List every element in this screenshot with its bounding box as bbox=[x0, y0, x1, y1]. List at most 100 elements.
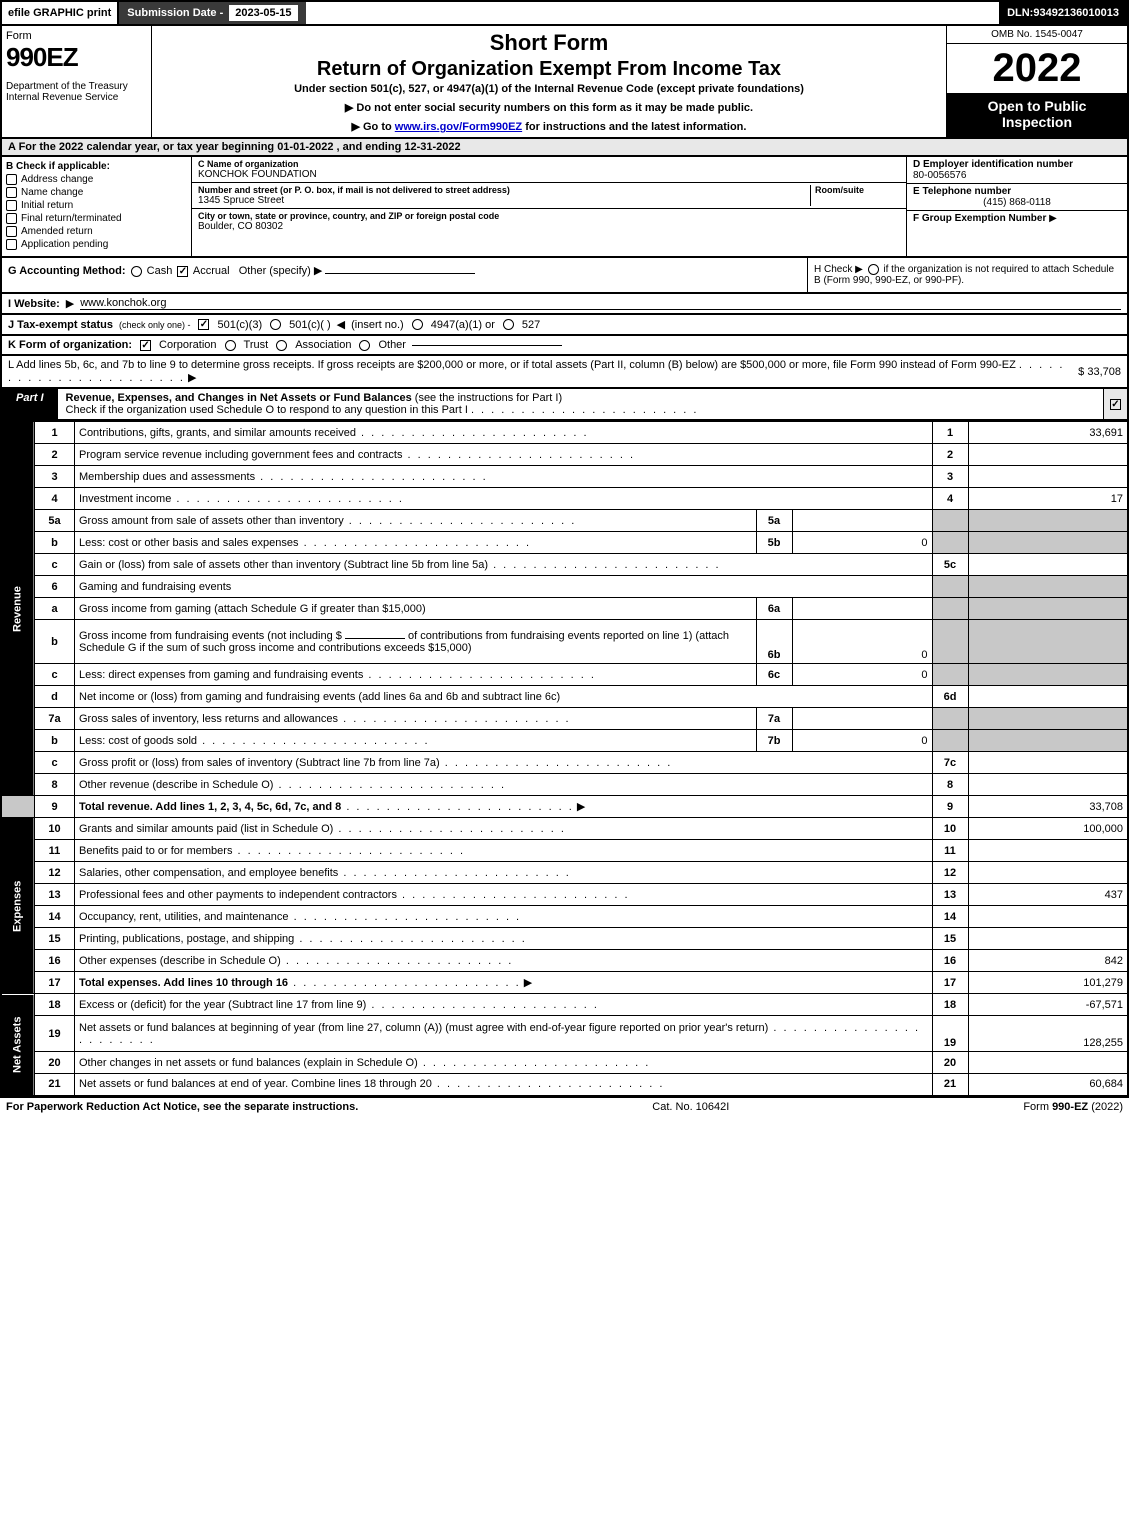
line-code: 20 bbox=[932, 1052, 968, 1074]
sub-code: 7a bbox=[756, 708, 792, 730]
line-num: 14 bbox=[35, 906, 75, 928]
line-desc: Contributions, gifts, grants, and simila… bbox=[75, 422, 933, 444]
dots-icon bbox=[471, 404, 699, 416]
grey-cell bbox=[968, 730, 1128, 752]
line-num: b bbox=[35, 730, 75, 752]
line-code: 4 bbox=[932, 488, 968, 510]
line-num: c bbox=[35, 664, 75, 686]
org-name-value: KONCHOK FOUNDATION bbox=[198, 169, 900, 180]
checkbox-accrual[interactable] bbox=[177, 266, 188, 277]
line-num: 9 bbox=[35, 796, 75, 818]
phone-label: E Telephone number bbox=[913, 186, 1121, 197]
dln-value: 93492136010013 bbox=[1033, 7, 1119, 19]
line-amount: 33,708 bbox=[968, 796, 1128, 818]
line-desc: Gross profit or (loss) from sales of inv… bbox=[75, 752, 933, 774]
radio-trust[interactable] bbox=[225, 340, 236, 351]
grey-cell bbox=[968, 510, 1128, 532]
line-5b: b Less: cost or other basis and sales ex… bbox=[1, 532, 1128, 554]
line-desc: Other expenses (describe in Schedule O) bbox=[75, 950, 933, 972]
line-desc: Excess or (deficit) for the year (Subtra… bbox=[75, 994, 933, 1016]
line-desc: Benefits paid to or for members bbox=[75, 840, 933, 862]
line-code: 1 bbox=[932, 422, 968, 444]
other-specify-field[interactable] bbox=[325, 273, 475, 274]
check-label: Initial return bbox=[21, 200, 73, 211]
irs-link[interactable]: www.irs.gov/Form990EZ bbox=[395, 121, 522, 133]
other-org-field[interactable] bbox=[412, 345, 562, 346]
sub-code: 6b bbox=[756, 620, 792, 664]
line-num: 11 bbox=[35, 840, 75, 862]
line-15: 15 Printing, publications, postage, and … bbox=[1, 928, 1128, 950]
line-desc: Grants and similar amounts paid (list in… bbox=[75, 818, 933, 840]
efile-label[interactable]: efile GRAPHIC print bbox=[2, 2, 119, 24]
department-label: Department of the Treasury Internal Reve… bbox=[6, 81, 147, 103]
org-name-cell: C Name of organization KONCHOK FOUNDATIO… bbox=[192, 157, 906, 183]
line-num: 1 bbox=[35, 422, 75, 444]
checkbox-501c3[interactable] bbox=[198, 319, 209, 330]
sub-code: 6c bbox=[756, 664, 792, 686]
radio-other[interactable] bbox=[359, 340, 370, 351]
info-block: B Check if applicable: Address change Na… bbox=[0, 157, 1129, 258]
check-address-change[interactable]: Address change bbox=[6, 174, 187, 185]
contrib-amount-field[interactable] bbox=[345, 638, 405, 639]
check-application-pending[interactable]: Application pending bbox=[6, 239, 187, 250]
line-10: Expenses 10 Grants and similar amounts p… bbox=[1, 818, 1128, 840]
part-i-lines-table: Revenue 1 Contributions, gifts, grants, … bbox=[0, 421, 1129, 1097]
group-label: F Group Exemption Number bbox=[913, 213, 1046, 224]
corp-label: Corporation bbox=[159, 339, 216, 351]
part-i-header: Part I Revenue, Expenses, and Changes in… bbox=[0, 389, 1129, 421]
footer-right: Form 990-EZ (2022) bbox=[1023, 1101, 1123, 1113]
line-6a: a Gross income from gaming (attach Sched… bbox=[1, 598, 1128, 620]
under-section: Under section 501(c), 527, or 4947(a)(1)… bbox=[160, 83, 938, 95]
opt-4947: 4947(a)(1) or bbox=[431, 319, 495, 331]
sub-value: 0 bbox=[792, 532, 932, 554]
checkbox-schedule-o[interactable] bbox=[1110, 399, 1121, 410]
line-code: 5c bbox=[932, 554, 968, 576]
arrow-icon: ▶ bbox=[1049, 213, 1057, 224]
opt-501c3: 501(c)(3) bbox=[217, 319, 262, 331]
line-18: Net Assets 18 Excess or (deficit) for th… bbox=[1, 994, 1128, 1016]
line-desc: Net assets or fund balances at end of ye… bbox=[75, 1074, 933, 1096]
line-code: 13 bbox=[932, 884, 968, 906]
opt-501c: 501(c)( ) bbox=[289, 319, 331, 331]
line-code: 12 bbox=[932, 862, 968, 884]
radio-501c[interactable] bbox=[270, 319, 281, 330]
checkbox-icon bbox=[6, 239, 17, 250]
part-i-title-bold: Revenue, Expenses, and Changes in Net As… bbox=[66, 392, 412, 404]
grey-cell bbox=[968, 576, 1128, 598]
radio-527[interactable] bbox=[503, 319, 514, 330]
radio-not-required[interactable] bbox=[868, 264, 879, 275]
line-11: 11 Benefits paid to or for members 11 bbox=[1, 840, 1128, 862]
grey-cell bbox=[932, 510, 968, 532]
row-g-accounting: G Accounting Method: Cash Accrual Other … bbox=[2, 258, 807, 292]
line-num: 17 bbox=[35, 972, 75, 994]
checkbox-corporation[interactable] bbox=[140, 340, 151, 351]
check-final-return[interactable]: Final return/terminated bbox=[6, 213, 187, 224]
grey-cell bbox=[1, 796, 35, 818]
line-code: 17 bbox=[932, 972, 968, 994]
line-desc: Less: cost or other basis and sales expe… bbox=[75, 532, 757, 554]
check-name-change[interactable]: Name change bbox=[6, 187, 187, 198]
website-value[interactable]: www.konchok.org bbox=[80, 297, 1121, 310]
line-num: d bbox=[35, 686, 75, 708]
line-amount bbox=[968, 862, 1128, 884]
trust-label: Trust bbox=[244, 339, 269, 351]
sub-code: 5b bbox=[756, 532, 792, 554]
check-amended-return[interactable]: Amended return bbox=[6, 226, 187, 237]
check-initial-return[interactable]: Initial return bbox=[6, 200, 187, 211]
row-a-tax-year: A For the 2022 calendar year, or tax yea… bbox=[0, 139, 1129, 157]
row-l-amount: $ 33,708 bbox=[1078, 366, 1121, 378]
line-code: 16 bbox=[932, 950, 968, 972]
sub-value bbox=[792, 708, 932, 730]
radio-association[interactable] bbox=[276, 340, 287, 351]
radio-cash[interactable] bbox=[131, 266, 142, 277]
line-5a: 5a Gross amount from sale of assets othe… bbox=[1, 510, 1128, 532]
line-desc: Less: direct expenses from gaming and fu… bbox=[75, 664, 757, 686]
column-b-checkboxes: B Check if applicable: Address change Na… bbox=[2, 157, 192, 256]
line-code: 6d bbox=[932, 686, 968, 708]
row-j-sub: (check only one) - bbox=[119, 320, 191, 330]
assoc-label: Association bbox=[295, 339, 351, 351]
line-amount bbox=[968, 840, 1128, 862]
phone-cell: E Telephone number (415) 868-0118 bbox=[907, 184, 1127, 211]
line-12: 12 Salaries, other compensation, and emp… bbox=[1, 862, 1128, 884]
radio-4947[interactable] bbox=[412, 319, 423, 330]
